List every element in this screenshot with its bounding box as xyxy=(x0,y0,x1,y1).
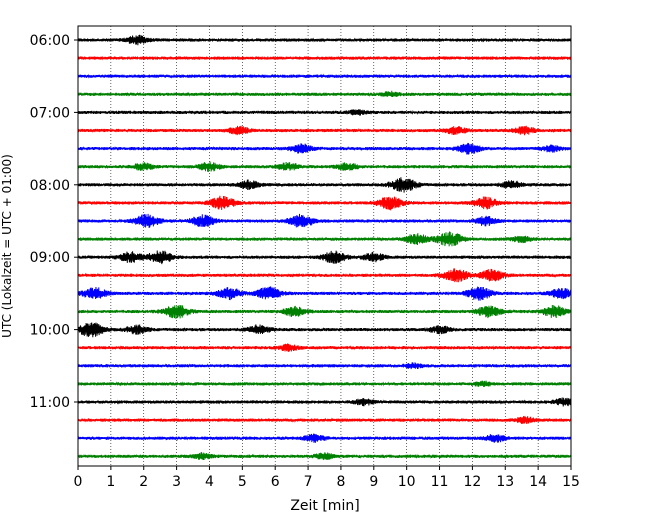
trace-1000 xyxy=(77,322,572,338)
trace-group xyxy=(77,34,572,461)
y-tick-label: 09:00 xyxy=(30,250,70,266)
trace-1100 xyxy=(77,397,572,407)
x-tick-label: 4 xyxy=(205,474,214,490)
x-tick-label: 15 xyxy=(562,474,580,490)
x-tick-label: 11 xyxy=(431,474,449,490)
x-tick-label: 7 xyxy=(304,474,313,490)
trace-0800 xyxy=(77,177,572,193)
y-tick-label: 06:00 xyxy=(30,33,70,49)
trace-0600 xyxy=(77,34,572,46)
trace-1115 xyxy=(77,415,572,424)
trace-1145 xyxy=(77,452,572,461)
x-tick-label: 3 xyxy=(172,474,181,490)
trace-0645 xyxy=(77,90,572,98)
x-tick-label: 12 xyxy=(463,474,481,490)
x-tick-label: 10 xyxy=(398,474,416,490)
y-axis: 06:00 07:00 08:00 09:00 10:00 11:00 xyxy=(30,33,78,411)
trace-0700 xyxy=(77,109,572,116)
x-tick-label: 13 xyxy=(496,474,514,490)
y-axis-label: UTC (Lokalzeit = UTC + 01:00) xyxy=(0,154,14,338)
x-axis: 0 1 2 3 4 5 6 7 8 9 10 11 12 13 14 15 xyxy=(74,466,580,490)
trace-1045 xyxy=(77,380,572,387)
trace-1030 xyxy=(77,362,572,370)
x-tick-label: 5 xyxy=(238,474,247,490)
trace-0715 xyxy=(77,125,572,136)
x-tick-label: 9 xyxy=(369,474,378,490)
x-axis-label: Zeit [min] xyxy=(290,498,359,514)
trace-0845 xyxy=(77,231,572,247)
trace-0915 xyxy=(77,268,572,283)
trace-0830 xyxy=(77,213,572,228)
x-tick-label: 1 xyxy=(106,474,115,490)
trace-0630 xyxy=(77,73,572,79)
trace-0930 xyxy=(77,286,572,301)
vertical-grid xyxy=(110,26,539,466)
x-tick-label: 6 xyxy=(271,474,280,490)
trace-0945 xyxy=(77,304,572,319)
y-tick-label: 08:00 xyxy=(30,178,70,194)
y-tick-label: 07:00 xyxy=(30,105,70,121)
plot-frame xyxy=(77,25,572,467)
trace-0900 xyxy=(77,250,572,265)
trace-1130 xyxy=(77,433,572,443)
trace-0615 xyxy=(77,55,572,61)
trace-0815 xyxy=(77,195,572,211)
y-tick-label: 10:00 xyxy=(30,323,70,339)
y-tick-label: 11:00 xyxy=(30,395,70,411)
x-tick-label: 14 xyxy=(529,474,547,490)
x-tick-label: 8 xyxy=(336,474,345,490)
x-tick-label: 0 xyxy=(74,474,83,490)
trace-1015 xyxy=(77,343,572,352)
trace-0730 xyxy=(77,142,572,155)
trace-0745 xyxy=(77,161,572,173)
x-tick-label: 2 xyxy=(139,474,148,490)
